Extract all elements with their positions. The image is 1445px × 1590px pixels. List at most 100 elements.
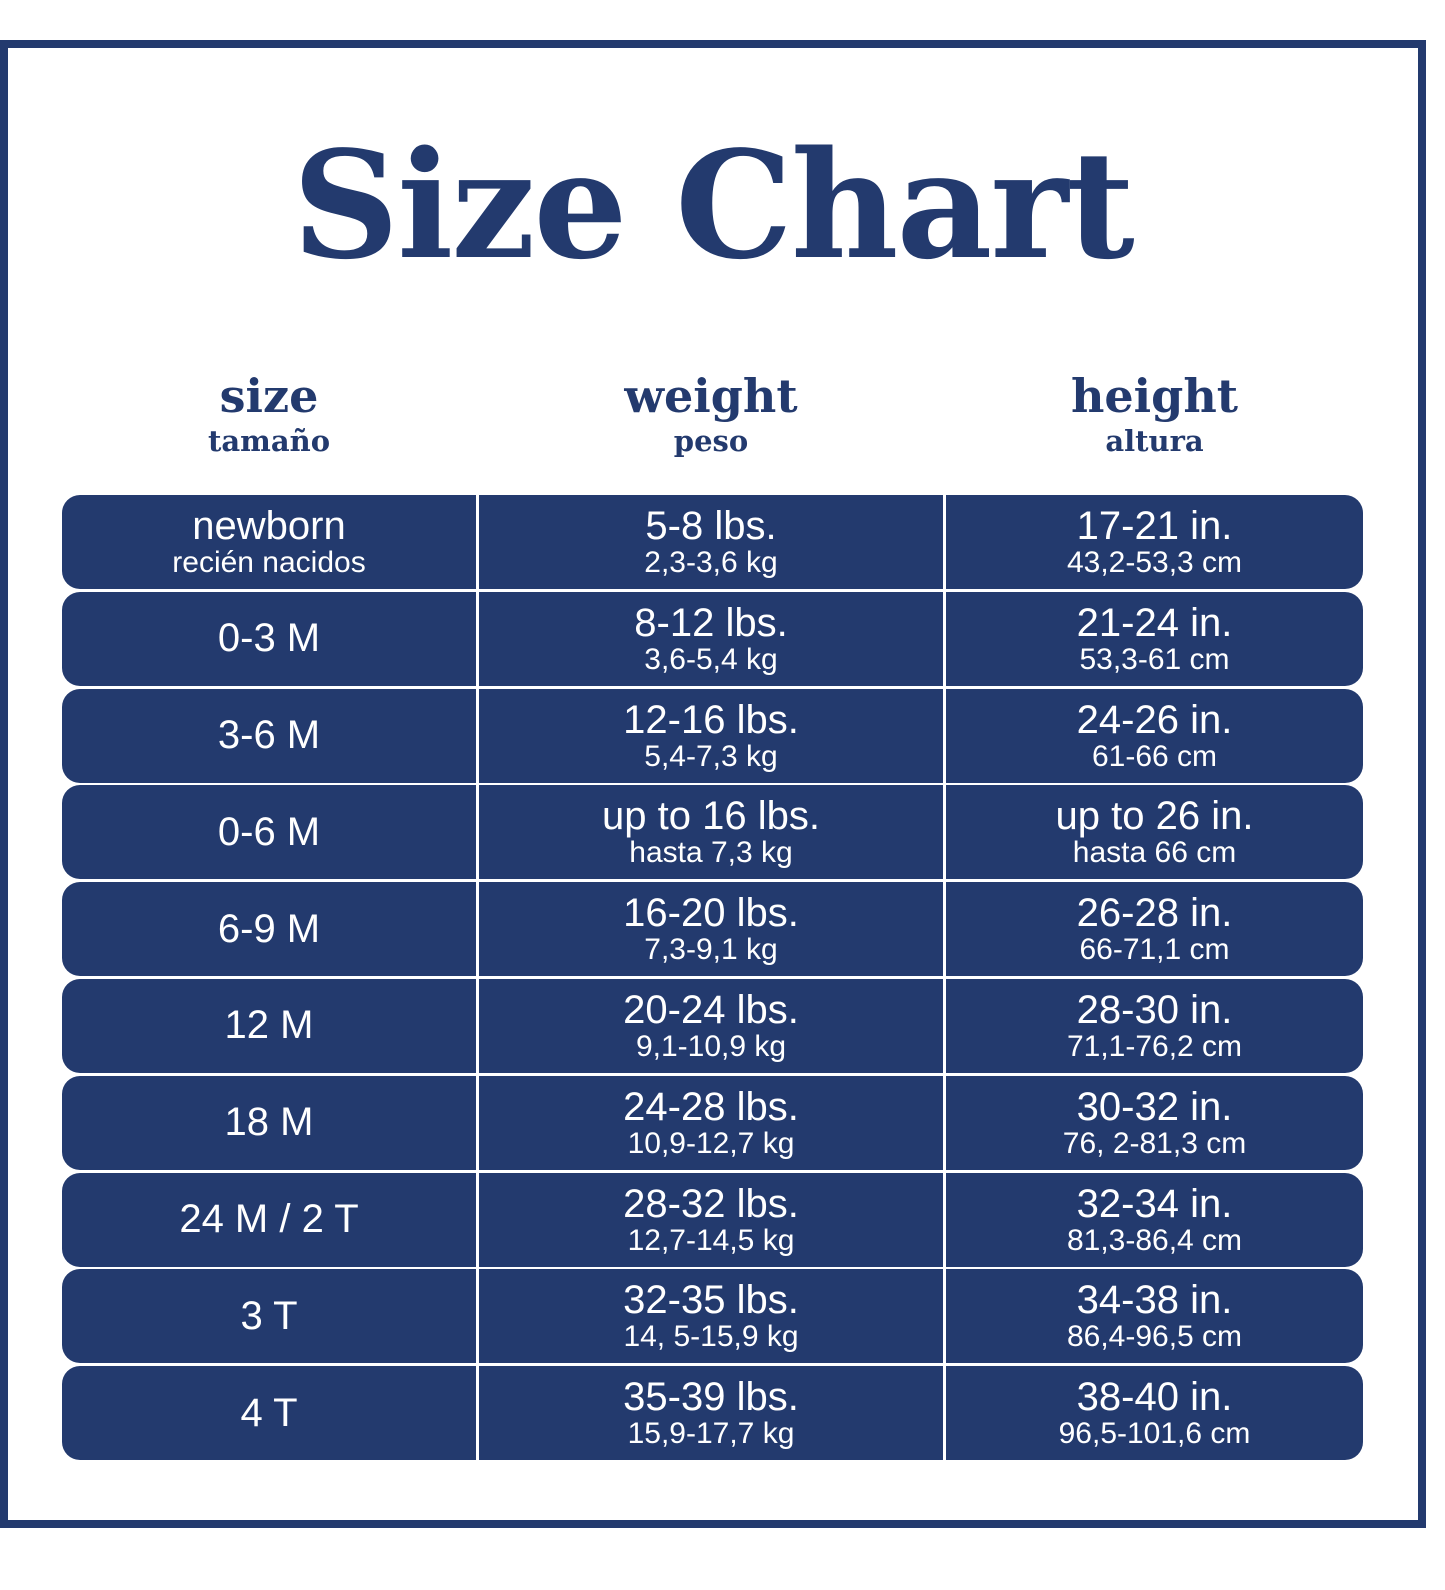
size-cell: 3-6 M (62, 688, 476, 783)
size-label: 3 T (240, 1293, 298, 1338)
weight-cell: 20-24 lbs. 9,1-10,9 kg (479, 978, 943, 1073)
height-cell: 28-30 in. 71,1-76,2 cm (946, 978, 1363, 1073)
table-row: 0-3 M 8-12 lbs. 3,6-5,4 kg 21-24 in. 53,… (62, 591, 1363, 686)
weight-cell: 8-12 lbs. 3,6-5,4 kg (479, 591, 943, 686)
size-label: 6-9 M (217, 906, 321, 951)
height-in: 21-24 in. (1076, 600, 1233, 645)
weight-lbs: 5-8 lbs. (645, 504, 777, 548)
weight-cell: 35-39 lbs. 15,9-17,7 kg (479, 1366, 943, 1461)
height-cm: 86,4-96,5 cm (1066, 1320, 1243, 1354)
size-cell: 6-9 M (62, 882, 476, 977)
weight-cell: 12-16 lbs. 5,4-7,3 kg (479, 688, 943, 783)
size-es: recién nacidos (172, 546, 366, 579)
height-in: 30-32 in. (1076, 1084, 1233, 1129)
page-frame (0, 40, 1426, 1528)
header-height-es: altura (1105, 424, 1204, 458)
header-size-en: size (219, 369, 319, 423)
weight-lbs: 12-16 lbs. (623, 697, 799, 742)
height-cm: 43,2-53,3 cm (1066, 546, 1243, 579)
page-title: Size Chart (292, 118, 1134, 292)
height-cell: 17-21 in. 43,2-53,3 cm (946, 495, 1363, 589)
size-cell: 18 M (62, 1075, 476, 1170)
size-table: newborn recién nacidos 5-8 lbs. 2,3-3,6 k… (62, 495, 1363, 1463)
height-in: 34-38 in. (1076, 1278, 1233, 1323)
weight-lbs: 8-12 lbs. (634, 600, 788, 645)
weight-lbs: 35-39 lbs. (623, 1375, 799, 1420)
height-cm: 76, 2-81,3 cm (1062, 1126, 1247, 1160)
header-weight-en: weight (624, 369, 798, 423)
weight-lbs: 24-28 lbs. (623, 1084, 799, 1129)
weight-kg: 15,9-17,7 kg (627, 1417, 795, 1451)
height-cm: hasta 66 cm (1072, 836, 1237, 870)
weight-lbs: 16-20 lbs. (623, 891, 799, 936)
height-cm: 96,5-101,6 cm (1058, 1417, 1251, 1451)
weight-cell: 24-28 lbs. 10,9-12,7 kg (479, 1075, 943, 1170)
height-in: 26-28 in. (1076, 891, 1233, 936)
height-in: 28-30 in. (1076, 987, 1233, 1032)
header-weight: weight peso (479, 368, 943, 458)
size-label: 3-6 M (217, 713, 321, 758)
weight-kg: 12,7-14,5 kg (627, 1223, 795, 1257)
header-height-en: height (1070, 369, 1239, 423)
header-weight-es: peso (673, 424, 749, 458)
weight-kg: 7,3-9,1 kg (644, 933, 778, 967)
header-height: height altura (946, 368, 1363, 458)
height-in: 17-21 in. (1076, 504, 1233, 548)
size-cell: 3 T (62, 1269, 476, 1364)
size-label: 0-3 M (217, 616, 321, 661)
weight-cell: 32-35 lbs. 14, 5-15,9 kg (479, 1269, 943, 1364)
table-row: 12 M 20-24 lbs. 9,1-10,9 kg 28-30 in. 71… (62, 978, 1363, 1073)
weight-kg: 10,9-12,7 kg (627, 1126, 795, 1160)
weight-lbs: up to 16 lbs. (602, 794, 820, 839)
size-cell: 12 M (62, 978, 476, 1073)
table-row: 3 T 32-35 lbs. 14, 5-15,9 kg 34-38 in. 8… (62, 1269, 1363, 1364)
height-cm: 61-66 cm (1091, 739, 1218, 773)
table-row: 4 T 35-39 lbs. 15,9-17,7 kg 38-40 in. 96… (62, 1366, 1363, 1461)
size-cell: 24 M / 2 T (62, 1172, 476, 1267)
weight-cell: 28-32 lbs. 12,7-14,5 kg (479, 1172, 943, 1267)
weight-lbs: 32-35 lbs. (623, 1278, 799, 1323)
height-cell: up to 26 in. hasta 66 cm (946, 785, 1363, 880)
weight-kg: 2,3-3,6 kg (644, 546, 778, 579)
height-in: 32-34 in. (1076, 1181, 1233, 1226)
table-row: 0-6 M up to 16 lbs. hasta 7,3 kg up to 2… (62, 785, 1363, 880)
weight-cell: 16-20 lbs. 7,3-9,1 kg (479, 882, 943, 977)
height-in: up to 26 in. (1055, 794, 1254, 839)
size-cell: 4 T (62, 1366, 476, 1461)
height-cell: 21-24 in. 53,3-61 cm (946, 591, 1363, 686)
size-cell: newborn recién nacidos (62, 495, 476, 589)
height-cell: 30-32 in. 76, 2-81,3 cm (946, 1075, 1363, 1170)
height-cm: 81,3-86,4 cm (1066, 1223, 1243, 1257)
weight-lbs: 28-32 lbs. (623, 1181, 799, 1226)
height-cm: 53,3-61 cm (1079, 642, 1230, 676)
table-row: 3-6 M 12-16 lbs. 5,4-7,3 kg 24-26 in. 61… (62, 688, 1363, 783)
height-cm: 66-71,1 cm (1079, 933, 1230, 967)
height-cm: 71,1-76,2 cm (1066, 1029, 1243, 1063)
size-label: 24 M / 2 T (179, 1197, 359, 1242)
height-cell: 24-26 in. 61-66 cm (946, 688, 1363, 783)
table-row: 24 M / 2 T 28-32 lbs. 12,7-14,5 kg 32-34… (62, 1172, 1363, 1267)
table-row: 18 M 24-28 lbs. 10,9-12,7 kg 30-32 in. 7… (62, 1075, 1363, 1170)
size-cell: 0-3 M (62, 591, 476, 686)
size-cell: 0-6 M (62, 785, 476, 880)
height-cell: 26-28 in. 66-71,1 cm (946, 882, 1363, 977)
weight-kg: hasta 7,3 kg (629, 836, 793, 870)
weight-cell: up to 16 lbs. hasta 7,3 kg (479, 785, 943, 880)
weight-kg: 3,6-5,4 kg (644, 642, 778, 676)
weight-kg: 14, 5-15,9 kg (623, 1320, 799, 1354)
size-label: newborn (192, 504, 346, 548)
weight-kg: 9,1-10,9 kg (635, 1029, 787, 1063)
height-in: 38-40 in. (1076, 1375, 1233, 1420)
weight-kg: 5,4-7,3 kg (644, 739, 778, 773)
size-label: 18 M (224, 1100, 314, 1145)
height-cell: 38-40 in. 96,5-101,6 cm (946, 1366, 1363, 1461)
height-in: 24-26 in. (1076, 697, 1233, 742)
size-label: 12 M (224, 1003, 314, 1048)
weight-lbs: 20-24 lbs. (623, 987, 799, 1032)
header-size-es: tamaño (207, 424, 331, 458)
table-row: newborn recién nacidos 5-8 lbs. 2,3-3,6 k… (62, 495, 1363, 589)
weight-cell: 5-8 lbs. 2,3-3,6 kg (479, 495, 943, 589)
size-label: 0-6 M (217, 809, 321, 854)
header-size: size tamaño (62, 368, 476, 458)
size-label: 4 T (240, 1390, 298, 1435)
